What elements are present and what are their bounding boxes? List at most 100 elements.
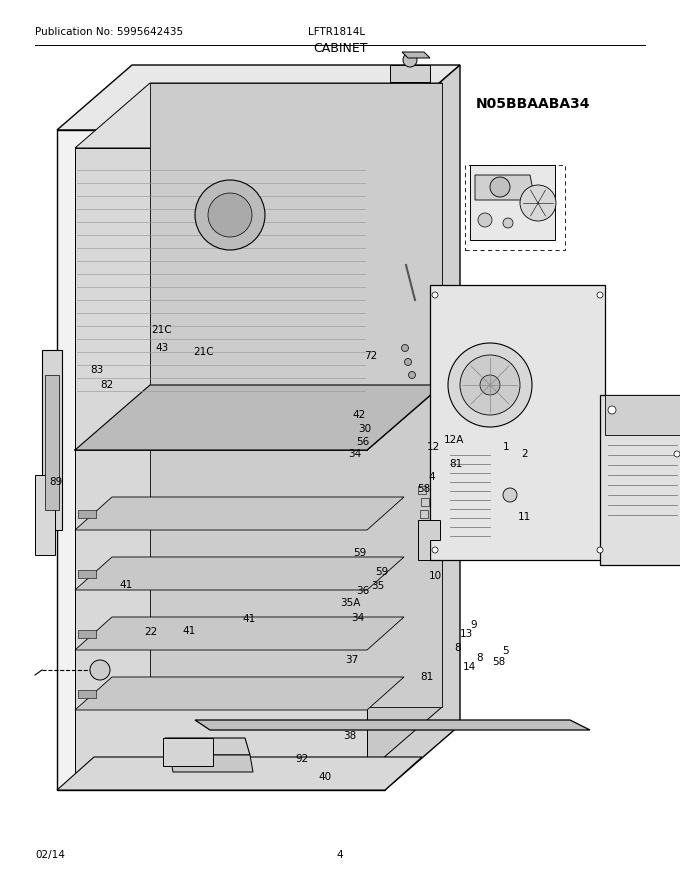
- Bar: [35, 475, 55, 555]
- Text: 81: 81: [449, 458, 462, 469]
- Circle shape: [195, 180, 265, 250]
- Text: 13: 13: [460, 629, 473, 640]
- Circle shape: [409, 371, 415, 378]
- Polygon shape: [75, 83, 442, 148]
- Polygon shape: [470, 165, 555, 240]
- Circle shape: [405, 358, 411, 365]
- Circle shape: [490, 177, 510, 197]
- Text: LFTR1814L: LFTR1814L: [308, 27, 365, 37]
- Circle shape: [432, 547, 438, 553]
- Text: 30: 30: [358, 424, 371, 435]
- Text: 72: 72: [364, 351, 377, 362]
- Text: 21C: 21C: [151, 325, 171, 335]
- Text: 11: 11: [518, 512, 531, 523]
- Text: 43: 43: [155, 342, 168, 353]
- Polygon shape: [605, 395, 680, 435]
- Text: 4: 4: [337, 850, 343, 860]
- Text: 21C: 21C: [193, 347, 214, 357]
- Polygon shape: [75, 557, 404, 590]
- Bar: [465, 165, 565, 250]
- Text: Publication No: 5995642435: Publication No: 5995642435: [35, 27, 183, 37]
- Circle shape: [478, 213, 492, 227]
- Text: 5: 5: [502, 646, 509, 656]
- Text: 37: 37: [345, 655, 358, 665]
- Text: 35A: 35A: [340, 598, 360, 608]
- Circle shape: [503, 488, 517, 502]
- Text: 14: 14: [463, 662, 476, 672]
- Text: 58: 58: [492, 656, 505, 667]
- Bar: [418, 486, 426, 494]
- Text: 10: 10: [428, 571, 441, 582]
- Bar: [78, 510, 96, 518]
- Text: 8: 8: [476, 653, 483, 664]
- Text: 40: 40: [318, 772, 331, 782]
- Text: 59: 59: [354, 547, 367, 558]
- Text: 4: 4: [428, 472, 435, 482]
- Text: 12A: 12A: [443, 435, 464, 445]
- Polygon shape: [165, 738, 250, 755]
- Polygon shape: [600, 395, 680, 565]
- Text: 34: 34: [348, 449, 361, 459]
- Circle shape: [403, 53, 417, 67]
- Circle shape: [503, 218, 513, 228]
- Bar: [78, 690, 96, 698]
- Text: 34: 34: [351, 612, 364, 623]
- Text: 82: 82: [101, 380, 114, 391]
- Circle shape: [448, 343, 532, 427]
- Polygon shape: [45, 375, 59, 510]
- Bar: [421, 498, 429, 506]
- Polygon shape: [475, 175, 535, 200]
- Bar: [163, 738, 213, 766]
- Circle shape: [460, 355, 520, 415]
- Polygon shape: [430, 285, 605, 560]
- Text: 58: 58: [418, 484, 430, 495]
- Circle shape: [90, 660, 110, 680]
- Text: 59: 59: [375, 567, 388, 577]
- Polygon shape: [402, 52, 430, 58]
- Polygon shape: [75, 617, 404, 650]
- Circle shape: [480, 375, 500, 395]
- Text: 41: 41: [182, 626, 195, 636]
- Circle shape: [208, 193, 252, 237]
- Text: 92: 92: [296, 753, 309, 764]
- Circle shape: [520, 185, 556, 221]
- Text: CABINET: CABINET: [313, 41, 367, 55]
- Polygon shape: [195, 720, 590, 730]
- Polygon shape: [170, 755, 253, 772]
- Text: 42: 42: [352, 410, 365, 421]
- Polygon shape: [57, 130, 385, 790]
- Polygon shape: [150, 83, 442, 707]
- Circle shape: [401, 344, 409, 351]
- Polygon shape: [75, 497, 404, 530]
- Text: 36: 36: [356, 586, 369, 597]
- Text: 02/14: 02/14: [35, 850, 65, 860]
- Text: 1: 1: [503, 442, 510, 452]
- Circle shape: [597, 547, 603, 553]
- Polygon shape: [57, 757, 422, 790]
- Polygon shape: [42, 350, 62, 530]
- Polygon shape: [75, 385, 442, 450]
- Polygon shape: [418, 520, 440, 560]
- Text: N05BBAABA34: N05BBAABA34: [476, 97, 590, 111]
- Text: 41: 41: [242, 613, 255, 624]
- Circle shape: [597, 292, 603, 298]
- Text: 89: 89: [49, 477, 62, 488]
- Bar: [78, 570, 96, 578]
- Text: 22: 22: [144, 627, 157, 637]
- Text: 12: 12: [426, 442, 439, 452]
- Text: 83: 83: [90, 364, 103, 375]
- Polygon shape: [57, 65, 460, 130]
- Text: 8: 8: [454, 642, 461, 653]
- Polygon shape: [385, 65, 460, 790]
- Polygon shape: [75, 148, 367, 772]
- Text: 38: 38: [343, 730, 356, 741]
- Text: 9: 9: [471, 620, 477, 630]
- Polygon shape: [75, 677, 404, 710]
- Text: 2: 2: [521, 449, 528, 459]
- Text: 56: 56: [356, 436, 369, 447]
- Polygon shape: [390, 65, 430, 82]
- Polygon shape: [367, 83, 442, 772]
- Bar: [420, 510, 428, 518]
- Circle shape: [432, 292, 438, 298]
- Text: 35: 35: [371, 581, 384, 591]
